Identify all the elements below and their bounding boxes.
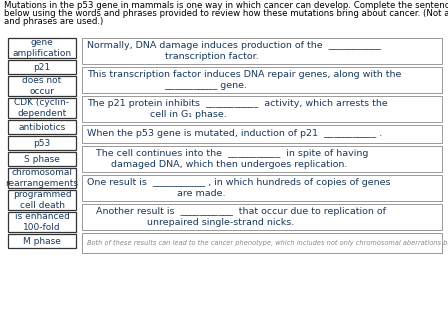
Text: below using the words and phrases provided to review how these mutations bring a: below using the words and phrases provid… <box>4 9 448 18</box>
FancyBboxPatch shape <box>8 98 76 118</box>
Text: antibiotics: antibiotics <box>18 122 65 132</box>
Text: The cell continues into the  ___________  in spite of having
        damaged DNA: The cell continues into the ___________ … <box>87 149 368 169</box>
Text: does not
occur: does not occur <box>22 76 62 96</box>
FancyBboxPatch shape <box>8 120 76 134</box>
Text: programmed
cell death: programmed cell death <box>13 190 71 210</box>
Text: Normally, DNA damage induces production of the  ___________
                    : Normally, DNA damage induces production … <box>87 41 381 61</box>
FancyBboxPatch shape <box>8 152 76 166</box>
Text: S phase: S phase <box>24 154 60 163</box>
FancyBboxPatch shape <box>8 136 76 150</box>
Text: This transcription factor induces DNA repair genes, along with the
             : This transcription factor induces DNA re… <box>87 70 401 90</box>
FancyBboxPatch shape <box>82 67 442 93</box>
Text: M phase: M phase <box>23 236 61 245</box>
Text: p21: p21 <box>34 63 51 72</box>
FancyBboxPatch shape <box>82 96 442 122</box>
Text: p53: p53 <box>33 138 51 148</box>
Text: CDK (cyclin-
dependent: CDK (cyclin- dependent <box>14 98 69 118</box>
Text: The p21 protein inhibits  ___________  activity, which arrests the
             : The p21 protein inhibits ___________ act… <box>87 99 388 119</box>
Text: Another result is  ___________  that occur due to replication of
               : Another result is ___________ that occur… <box>87 207 386 227</box>
FancyBboxPatch shape <box>82 38 442 64</box>
FancyBboxPatch shape <box>8 190 76 210</box>
FancyBboxPatch shape <box>8 234 76 248</box>
Text: When the p53 gene is mutated, induction of p21  ___________ .: When the p53 gene is mutated, induction … <box>87 130 382 138</box>
FancyBboxPatch shape <box>8 38 76 58</box>
Text: One result is  ___________ , in which hundreds of copies of genes
              : One result is ___________ , in which hun… <box>87 178 391 198</box>
FancyBboxPatch shape <box>8 168 76 188</box>
Text: Both of these results can lead to the cancer phenotype, which includes not only : Both of these results can lead to the ca… <box>87 239 448 246</box>
Text: gene
amplification: gene amplification <box>13 38 72 58</box>
FancyBboxPatch shape <box>82 233 442 253</box>
Text: and phrases are used.): and phrases are used.) <box>4 17 103 26</box>
Text: is enhanced
100-fold: is enhanced 100-fold <box>15 212 69 232</box>
Text: Mutations in the p53 gene in mammals is one way in which cancer can develop. Com: Mutations in the p53 gene in mammals is … <box>4 1 448 10</box>
Text: chromosomal
rearrangements: chromosomal rearrangements <box>5 168 78 188</box>
FancyBboxPatch shape <box>8 76 76 96</box>
FancyBboxPatch shape <box>82 175 442 201</box>
FancyBboxPatch shape <box>82 204 442 230</box>
FancyBboxPatch shape <box>8 212 76 232</box>
FancyBboxPatch shape <box>82 146 442 172</box>
FancyBboxPatch shape <box>82 125 442 143</box>
FancyBboxPatch shape <box>8 60 76 74</box>
